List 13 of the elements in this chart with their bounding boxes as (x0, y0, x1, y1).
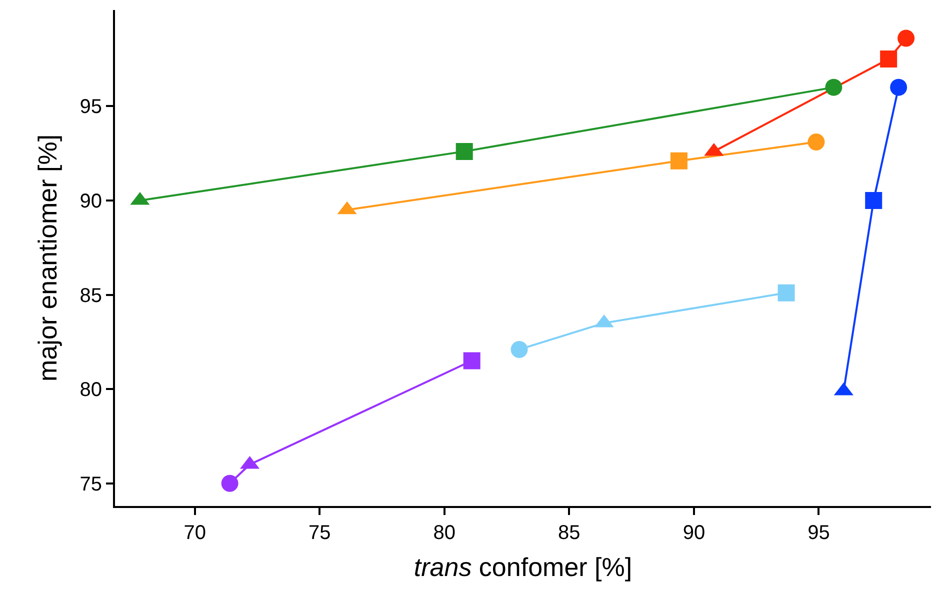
x-tick-label: 80 (433, 522, 456, 544)
x-tick-label: 95 (808, 522, 830, 544)
y-tick-label: 90 (80, 190, 102, 212)
y-tick-label: 85 (80, 284, 102, 307)
y-tick-label: 80 (80, 379, 102, 402)
x-tick-label: 85 (558, 522, 580, 544)
y-tick-label: 75 (80, 473, 102, 496)
x-tick-label: 70 (184, 522, 206, 544)
x-tick-label: 75 (308, 522, 331, 544)
y-axis-title: major enantiomer [%] (32, 134, 63, 382)
x-axis-title: trans confomer [%] (414, 552, 632, 582)
x-tick-label: 90 (682, 522, 706, 544)
y-tick-label: 95 (80, 96, 102, 118)
